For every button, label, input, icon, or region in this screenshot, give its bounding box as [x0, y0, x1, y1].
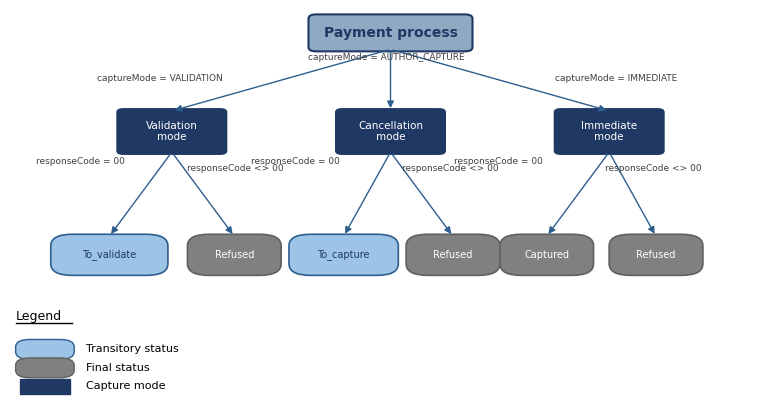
Text: Refused: Refused [637, 250, 676, 260]
Text: To_capture: To_capture [317, 249, 370, 260]
Text: Transitory status: Transitory status [86, 344, 179, 354]
Text: To_validate: To_validate [82, 249, 137, 260]
Text: responseCode <> 00: responseCode <> 00 [605, 164, 702, 173]
FancyBboxPatch shape [308, 14, 473, 51]
FancyBboxPatch shape [16, 358, 74, 378]
Text: Refused: Refused [433, 250, 473, 260]
FancyBboxPatch shape [500, 234, 594, 275]
FancyBboxPatch shape [20, 379, 70, 394]
FancyBboxPatch shape [609, 234, 703, 275]
FancyBboxPatch shape [16, 339, 74, 359]
Text: responseCode = 00: responseCode = 00 [36, 157, 125, 166]
Text: Payment process: Payment process [323, 26, 458, 40]
Text: Immediate
mode: Immediate mode [581, 121, 637, 142]
Text: responseCode = 00: responseCode = 00 [454, 157, 543, 166]
Text: Legend: Legend [16, 309, 62, 323]
Text: captureMode = AUTHOR_CAPTURE: captureMode = AUTHOR_CAPTURE [308, 53, 465, 62]
Text: responseCode <> 00: responseCode <> 00 [402, 164, 499, 173]
FancyBboxPatch shape [117, 109, 226, 154]
Text: Cancellation
mode: Cancellation mode [358, 121, 423, 142]
FancyBboxPatch shape [289, 234, 398, 275]
Text: Captured: Captured [524, 250, 569, 260]
Text: responseCode <> 00: responseCode <> 00 [187, 164, 284, 173]
FancyBboxPatch shape [406, 234, 500, 275]
Text: Capture mode: Capture mode [86, 381, 166, 391]
FancyBboxPatch shape [51, 234, 168, 275]
Text: captureMode = VALIDATION: captureMode = VALIDATION [97, 74, 223, 83]
Text: Validation
mode: Validation mode [146, 121, 198, 142]
Text: captureMode = IMMEDIATE: captureMode = IMMEDIATE [555, 74, 677, 83]
Text: Refused: Refused [215, 250, 254, 260]
FancyBboxPatch shape [336, 109, 445, 154]
FancyBboxPatch shape [187, 234, 281, 275]
FancyBboxPatch shape [555, 109, 664, 154]
Text: responseCode = 00: responseCode = 00 [251, 157, 340, 166]
Text: Final status: Final status [86, 363, 149, 373]
